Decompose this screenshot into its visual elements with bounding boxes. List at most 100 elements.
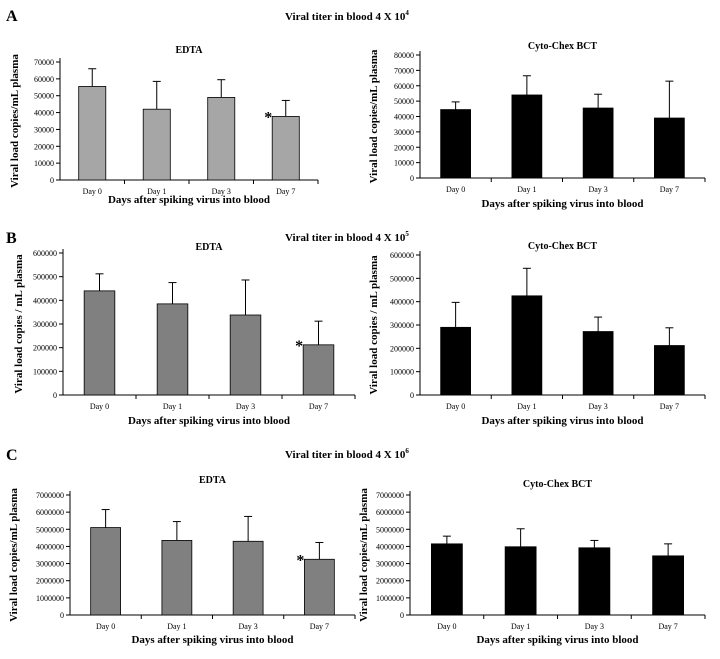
x-tick-label: Day 0 bbox=[446, 402, 465, 411]
x-axis-label: Days after spiking virus into blood bbox=[128, 415, 290, 427]
x-tick-label: Day 0 bbox=[83, 187, 102, 196]
panel-letter-c: C bbox=[6, 447, 18, 464]
significance-marker: * bbox=[264, 109, 272, 126]
y-tick-label: 40000 bbox=[34, 109, 54, 118]
y-tick-label: 40000 bbox=[394, 113, 414, 122]
x-tick-label: Day 7 bbox=[276, 187, 295, 196]
y-tick-label: 7000000 bbox=[36, 491, 64, 500]
y-tick-label: 10000 bbox=[34, 159, 54, 168]
x-tick-label: Day 1 bbox=[517, 185, 536, 194]
y-axis-label: Viral load copies/mL plasma bbox=[9, 54, 21, 188]
y-tick-label: 70000 bbox=[34, 58, 54, 67]
x-tick-label: Day 3 bbox=[236, 402, 255, 411]
y-tick-label: 0 bbox=[410, 174, 414, 183]
y-tick-label: 3000000 bbox=[36, 560, 64, 569]
bar bbox=[229, 314, 262, 396]
y-tick-label: 30000 bbox=[394, 128, 414, 137]
chart-title: Cyto-Chex BCT bbox=[523, 479, 592, 490]
panel-title-b: Viral titer in blood 4 X 105 bbox=[285, 230, 409, 244]
x-tick-label: Day 7 bbox=[660, 402, 679, 411]
x-tick-label: Day 1 bbox=[167, 622, 186, 631]
y-tick-label: 2000000 bbox=[36, 577, 64, 586]
y-tick-label: 300000 bbox=[33, 320, 57, 329]
chart-title: Cyto-Chex BCT bbox=[528, 241, 597, 252]
bar bbox=[156, 303, 189, 396]
x-tick-label: Day 7 bbox=[660, 185, 679, 194]
y-tick-label: 2000000 bbox=[376, 577, 404, 586]
chart-title: EDTA bbox=[199, 475, 227, 486]
y-tick-label: 60000 bbox=[34, 75, 54, 84]
y-axis-label: Viral load copies / mL plasma bbox=[13, 254, 25, 394]
y-tick-label: 200000 bbox=[33, 344, 57, 353]
x-tick-label: Day 3 bbox=[212, 187, 231, 196]
x-tick-label: Day 1 bbox=[517, 402, 536, 411]
x-axis-label: Days after spiking virus into blood bbox=[481, 415, 643, 427]
y-tick-label: 400000 bbox=[390, 298, 414, 307]
x-axis-label: Days after spiking virus into blood bbox=[131, 634, 293, 646]
bar bbox=[578, 547, 611, 616]
y-tick-label: 0 bbox=[410, 391, 414, 400]
y-tick-label: 20000 bbox=[34, 142, 54, 151]
bar bbox=[302, 344, 335, 396]
x-axis-label: Days after spiking virus into blood bbox=[108, 194, 270, 206]
panel-title-c: Viral titer in blood 4 X 106 bbox=[285, 447, 409, 461]
bar bbox=[304, 558, 335, 616]
significance-marker: * bbox=[296, 552, 304, 569]
chart-6: Cyto-Chex BCT 0 1000000 2000000 3000000 40000… bbox=[358, 479, 706, 646]
bar bbox=[654, 117, 685, 179]
chart-title: EDTA bbox=[195, 242, 223, 253]
x-tick-label: Day 3 bbox=[588, 185, 607, 194]
y-tick-label: 5000000 bbox=[36, 525, 64, 534]
y-tick-label: 80000 bbox=[394, 51, 414, 60]
y-tick-label: 5000000 bbox=[376, 525, 404, 534]
charts-layer: EDTA 0 10000 20000 30000 40000 50000 60000 70000… bbox=[8, 41, 706, 646]
y-tick-label: 3000000 bbox=[376, 560, 404, 569]
panel-title-a: Viral titer in blood 4 X 104 bbox=[285, 9, 409, 23]
chart-4: Cyto-Chex BCT 0 100000 200000 300000 400000 50… bbox=[368, 241, 706, 427]
y-tick-label: 0 bbox=[50, 176, 54, 185]
x-tick-label: Day 0 bbox=[446, 185, 465, 194]
chart-1: EDTA 0 10000 20000 30000 40000 50000 60000 70000… bbox=[9, 45, 319, 206]
bar bbox=[652, 555, 685, 616]
y-tick-label: 30000 bbox=[34, 125, 54, 134]
y-tick-label: 500000 bbox=[390, 274, 414, 283]
panel-letter-a: A bbox=[6, 8, 18, 25]
bar bbox=[90, 527, 121, 616]
y-tick-label: 500000 bbox=[33, 273, 57, 282]
bar bbox=[511, 295, 543, 396]
y-tick-label: 1000000 bbox=[376, 594, 404, 603]
bar bbox=[207, 97, 236, 181]
y-axis-label: Viral load copies/mL plasma bbox=[8, 488, 20, 622]
x-tick-label: Day 7 bbox=[658, 622, 677, 631]
y-tick-label: 6000000 bbox=[36, 508, 64, 517]
bar bbox=[232, 540, 264, 616]
bar bbox=[504, 546, 537, 616]
y-tick-label: 4000000 bbox=[376, 542, 404, 551]
chart-title: EDTA bbox=[175, 45, 203, 56]
bar bbox=[83, 290, 116, 396]
bar bbox=[582, 331, 614, 396]
chart-5: EDTA 0 1000000 2000000 3000000 4000000 5000000… bbox=[8, 475, 356, 646]
y-tick-label: 60000 bbox=[394, 82, 414, 91]
x-tick-label: Day 3 bbox=[238, 622, 257, 631]
x-tick-label: Day 1 bbox=[147, 187, 166, 196]
bar bbox=[654, 345, 685, 396]
y-tick-label: 10000 bbox=[394, 159, 414, 168]
chart-2: Cyto-Chex BCT 0 10000 20000 30000 40000 50000 6… bbox=[368, 41, 706, 210]
chart-title: Cyto-Chex BCT bbox=[528, 41, 597, 52]
y-tick-label: 0 bbox=[60, 611, 64, 620]
bar bbox=[430, 543, 463, 616]
chart-3: EDTA 0 100000 200000 300000 400000 500000 60000… bbox=[13, 242, 356, 427]
bar bbox=[440, 326, 471, 396]
y-axis-label: Viral load copies / mL plasma bbox=[368, 255, 380, 395]
y-tick-label: 600000 bbox=[390, 251, 414, 260]
bar bbox=[271, 116, 300, 181]
x-tick-label: Day 1 bbox=[163, 402, 182, 411]
y-tick-label: 7000000 bbox=[376, 491, 404, 500]
bar bbox=[440, 109, 471, 179]
y-tick-label: 0 bbox=[400, 611, 404, 620]
y-tick-label: 200000 bbox=[390, 344, 414, 353]
bar bbox=[142, 108, 171, 181]
y-tick-label: 100000 bbox=[390, 368, 414, 377]
